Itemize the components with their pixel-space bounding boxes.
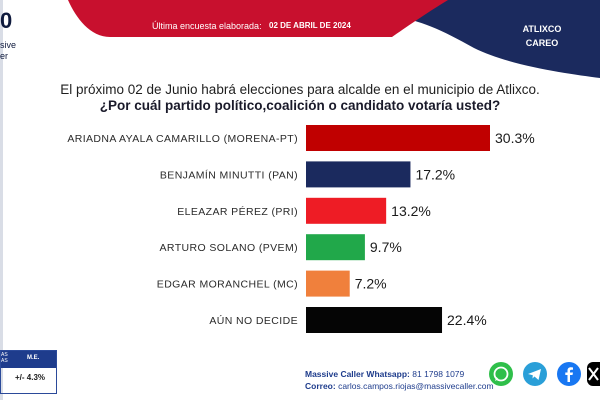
whatsapp-number: 81 1798 1079 [412,369,465,379]
bar [306,234,365,261]
category-label: AÚN NO DECIDE [209,314,298,327]
margin-table-header: AS AS M.E. [1,351,56,368]
whatsapp-contact: Massive Caller Whatsapp: 81 1798 1079 [305,369,464,379]
bar [306,307,443,333]
logo-text: sive er [0,40,17,61]
bar [306,161,411,188]
margin-of-error-table: AS AS M.E. +/- 4.3% [0,350,57,394]
value-label: 30.3% [495,130,535,146]
whatsapp-label: Massive Caller Whatsapp: [305,369,410,379]
value-label: 17.2% [415,166,455,182]
category-label: EDGAR MORANCHEL (MC) [157,279,298,291]
value-label: 9.7% [370,239,402,255]
question-line1: El próximo 02 de Junio habrá elecciones … [60,82,540,97]
category-label: ELEAZAR PÉREZ (PRI) [177,205,298,218]
email-label: Correo: [305,381,336,391]
category-label: ARIADNA AYALA CAMARILLO (MORENA-PT) [67,133,298,145]
margin-of-error-value: +/- 4.3% [15,373,46,382]
header-banner: 0 sive er Última encuesta elaborada: 02 D… [0,0,600,80]
value-label: 7.2% [355,276,387,292]
bar [306,197,387,224]
bar [306,270,350,297]
x-icon[interactable] [587,362,600,386]
value-label: 13.2% [391,203,431,219]
region-label: ATLIXCO CAREO [500,22,584,50]
survey-date: 02 DE ABRIL DE 2024 [269,21,351,30]
email-address[interactable]: carlos.campos.riojas@massivecaller.com [338,381,494,391]
telegram-icon[interactable] [523,362,547,386]
region-line1: ATLIXCO [522,24,562,34]
frame-edge [0,0,3,400]
margin-table-header-right: M.E. [27,355,40,361]
region-line2: CAREO [525,38,559,48]
facebook-icon[interactable] [557,362,581,386]
banner-shapes [68,0,600,78]
survey-label: Última encuesta elaborada: [152,21,262,31]
value-label: 22.4% [447,312,487,328]
whatsapp-icon[interactable] [489,362,513,386]
bar-chart: ARIADNA AYALA CAMARILLO (MORENA-PT) 30.3%… [67,125,535,333]
logo-fragment: 0 [0,8,13,33]
email-contact: Correo: carlos.campos.riojas@massivecall… [305,381,494,391]
bar [306,125,490,151]
category-label: ARTURO SOLANO (PVEM) [160,242,299,254]
question-line2: ¿Por cuál partido político,coalición o c… [99,98,501,113]
margin-table-header-left: AS AS [1,352,8,364]
category-label: BENJAMÍN MINUTTI (PAN) [160,168,298,181]
